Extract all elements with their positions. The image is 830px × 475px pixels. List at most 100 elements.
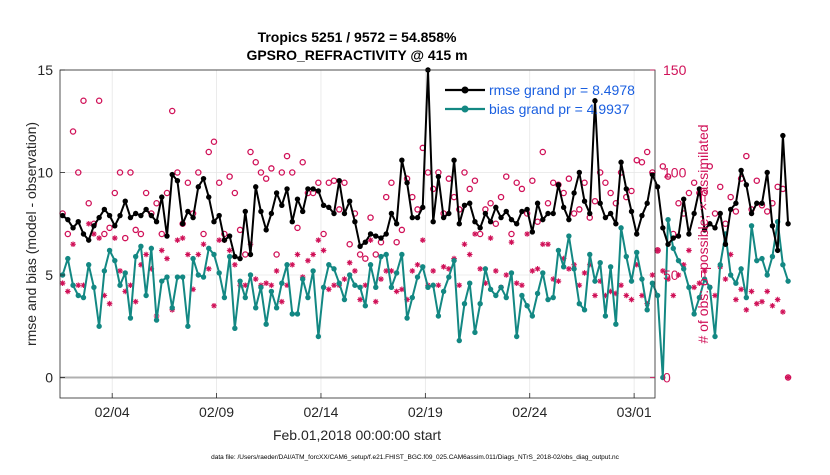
obs-assimilated-point <box>534 266 541 272</box>
obs-assimilated-point <box>493 268 499 274</box>
bias-point <box>425 284 431 290</box>
bias-point <box>576 301 583 307</box>
bias-point <box>780 262 786 268</box>
rmse-point <box>373 233 379 239</box>
obs-assimilated-point <box>232 261 238 268</box>
chart-subtitle: GPSRO_REFRACTIVITY @ 415 m <box>246 47 467 63</box>
obs-possible-point <box>388 179 395 186</box>
obs-possible-point <box>153 199 160 207</box>
rmse-point <box>649 171 656 178</box>
obs-assimilated-point <box>660 268 666 274</box>
obs-possible-point <box>75 169 82 176</box>
rmse-point <box>487 219 494 225</box>
obs-assimilated-point <box>179 235 186 241</box>
bias-point <box>686 284 692 290</box>
rmse-point <box>242 208 248 215</box>
bias-point <box>409 294 416 301</box>
obs-possible-point <box>121 234 129 242</box>
obs-assimilated-point <box>769 302 776 309</box>
rmse-point <box>529 229 536 235</box>
rmse-point <box>493 204 499 211</box>
right-tick-label: 0 <box>663 370 671 386</box>
obs-assimilated-point <box>466 251 473 258</box>
obs-possible-point <box>643 148 651 156</box>
bias-point <box>430 282 436 288</box>
obs-assimilated-point <box>753 300 760 307</box>
bias-point <box>96 323 102 329</box>
bias-point <box>487 286 494 293</box>
obs-possible-point <box>701 189 708 197</box>
obs-assimilated-point <box>780 309 786 315</box>
obs-assimilated-point <box>284 282 290 289</box>
bias-point <box>754 257 760 264</box>
rmse-point <box>592 98 598 104</box>
obs-assimilated-point <box>539 241 546 248</box>
right-axis-label: # of obs: o=possible; ×=assimilated <box>695 124 711 343</box>
obs-assimilated-point <box>112 235 118 241</box>
bias-point <box>320 284 327 290</box>
obs-possible-point <box>231 189 239 197</box>
rmse-point <box>785 221 791 227</box>
obs-possible-point <box>335 206 343 213</box>
obs-possible-point <box>132 226 139 234</box>
rmse-point <box>179 221 186 227</box>
rmse-point <box>670 235 676 241</box>
bias-point <box>623 253 629 260</box>
rmse-point <box>221 237 228 243</box>
bias-point <box>91 284 97 290</box>
bias-point <box>545 296 551 303</box>
bias-point <box>75 292 81 299</box>
obs-assimilated-point <box>446 266 452 272</box>
rmse-point <box>780 132 786 139</box>
bias-point <box>717 262 723 268</box>
bias-point <box>367 262 374 268</box>
data-file-footer: data file: /Users/raeder/DAI/ATM_forcXX/… <box>211 454 620 461</box>
right-tick-label: 150 <box>663 62 687 78</box>
obs-possible-point <box>513 179 520 186</box>
bias-point <box>727 272 734 278</box>
rmse-point <box>545 210 551 217</box>
obs-assimilated-point <box>80 282 87 289</box>
obs-assimilated-point <box>639 292 645 299</box>
bias-point <box>273 305 280 311</box>
obs-assimilated-point <box>263 280 269 286</box>
rmse-point <box>258 208 264 215</box>
bias-point <box>503 294 509 301</box>
obs-possible-point <box>278 169 286 176</box>
bias-point <box>253 305 259 311</box>
obs-possible-point <box>205 148 212 156</box>
bias-point <box>592 278 598 284</box>
left-tick-label: 10 <box>37 165 53 181</box>
bias-point <box>707 284 713 290</box>
obs-assimilated-point <box>555 278 562 284</box>
rmse-point <box>164 233 170 239</box>
obs-possible-point <box>565 175 573 182</box>
obs-assimilated-point <box>399 286 405 293</box>
rmse-point <box>717 210 723 217</box>
x-tick-label: 02/09 <box>199 404 234 420</box>
obs-possible-point <box>492 220 500 227</box>
rmse-point <box>566 216 572 223</box>
bias-point <box>138 243 144 249</box>
obs-possible-point <box>226 173 233 180</box>
rmse-point <box>132 210 139 217</box>
obs-assimilated-point <box>503 272 510 278</box>
bias-point <box>331 266 337 272</box>
obs-possible-point <box>466 185 473 193</box>
rmse-point <box>461 202 468 208</box>
rmse-point <box>362 239 369 245</box>
obs-possible-point <box>106 224 113 232</box>
bias-point <box>112 257 118 264</box>
obs-assimilated-point <box>733 296 739 303</box>
rmse-point <box>555 182 562 188</box>
obs-possible-point <box>659 163 667 170</box>
rmse-point <box>764 169 770 176</box>
bias-point <box>393 270 400 276</box>
obs-possible-point <box>633 156 640 164</box>
obs-assimilated-point <box>96 235 102 241</box>
rmse-point <box>237 255 243 262</box>
bias-point <box>691 311 697 317</box>
rmse-point <box>80 231 87 237</box>
obs-possible-point <box>591 197 599 205</box>
obs-assimilated-point <box>440 264 447 270</box>
